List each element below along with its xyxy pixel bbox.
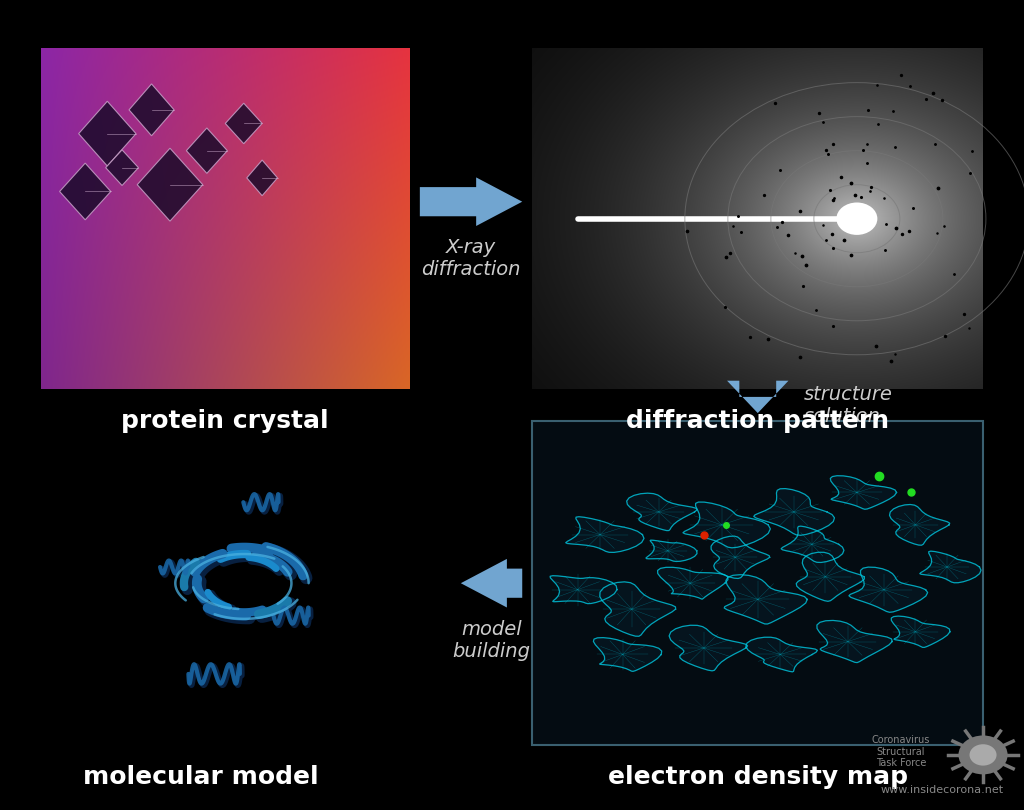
Circle shape [970,744,996,765]
Text: molecular model: molecular model [83,765,318,790]
Polygon shape [565,517,644,552]
Polygon shape [745,637,817,671]
Polygon shape [247,160,278,196]
Polygon shape [724,574,807,624]
Circle shape [837,202,878,235]
Polygon shape [817,620,892,663]
Polygon shape [225,103,262,143]
Polygon shape [186,128,227,173]
Polygon shape [669,625,748,671]
Polygon shape [129,84,174,136]
Polygon shape [797,552,864,601]
Polygon shape [711,536,770,578]
Text: electron density map: electron density map [608,765,907,790]
Polygon shape [920,551,981,582]
Circle shape [958,735,1008,774]
Polygon shape [890,505,949,545]
Text: Coronavirus
Structural
Task Force: Coronavirus Structural Task Force [871,735,931,768]
Polygon shape [727,381,788,413]
Text: protein crystal: protein crystal [122,409,329,433]
Polygon shape [657,567,728,599]
Polygon shape [593,637,662,671]
Polygon shape [461,559,522,608]
Polygon shape [830,475,897,509]
Polygon shape [627,493,697,531]
Polygon shape [59,163,111,220]
Bar [532,421,983,745]
Text: structure
solution: structure solution [804,385,893,425]
Polygon shape [754,488,835,535]
Polygon shape [600,582,676,637]
Polygon shape [105,150,138,185]
Polygon shape [420,177,522,226]
Polygon shape [79,101,136,166]
Text: www.insidecorona.net: www.insidecorona.net [881,786,1004,795]
Polygon shape [849,567,928,612]
Polygon shape [683,502,770,548]
Text: model
building: model building [453,620,530,661]
Text: X-ray
diffraction: X-ray diffraction [421,238,521,279]
Polygon shape [781,526,844,562]
Text: diffraction pattern: diffraction pattern [627,409,889,433]
Polygon shape [137,148,203,221]
Polygon shape [550,576,617,603]
Polygon shape [646,540,697,561]
Polygon shape [891,616,950,647]
